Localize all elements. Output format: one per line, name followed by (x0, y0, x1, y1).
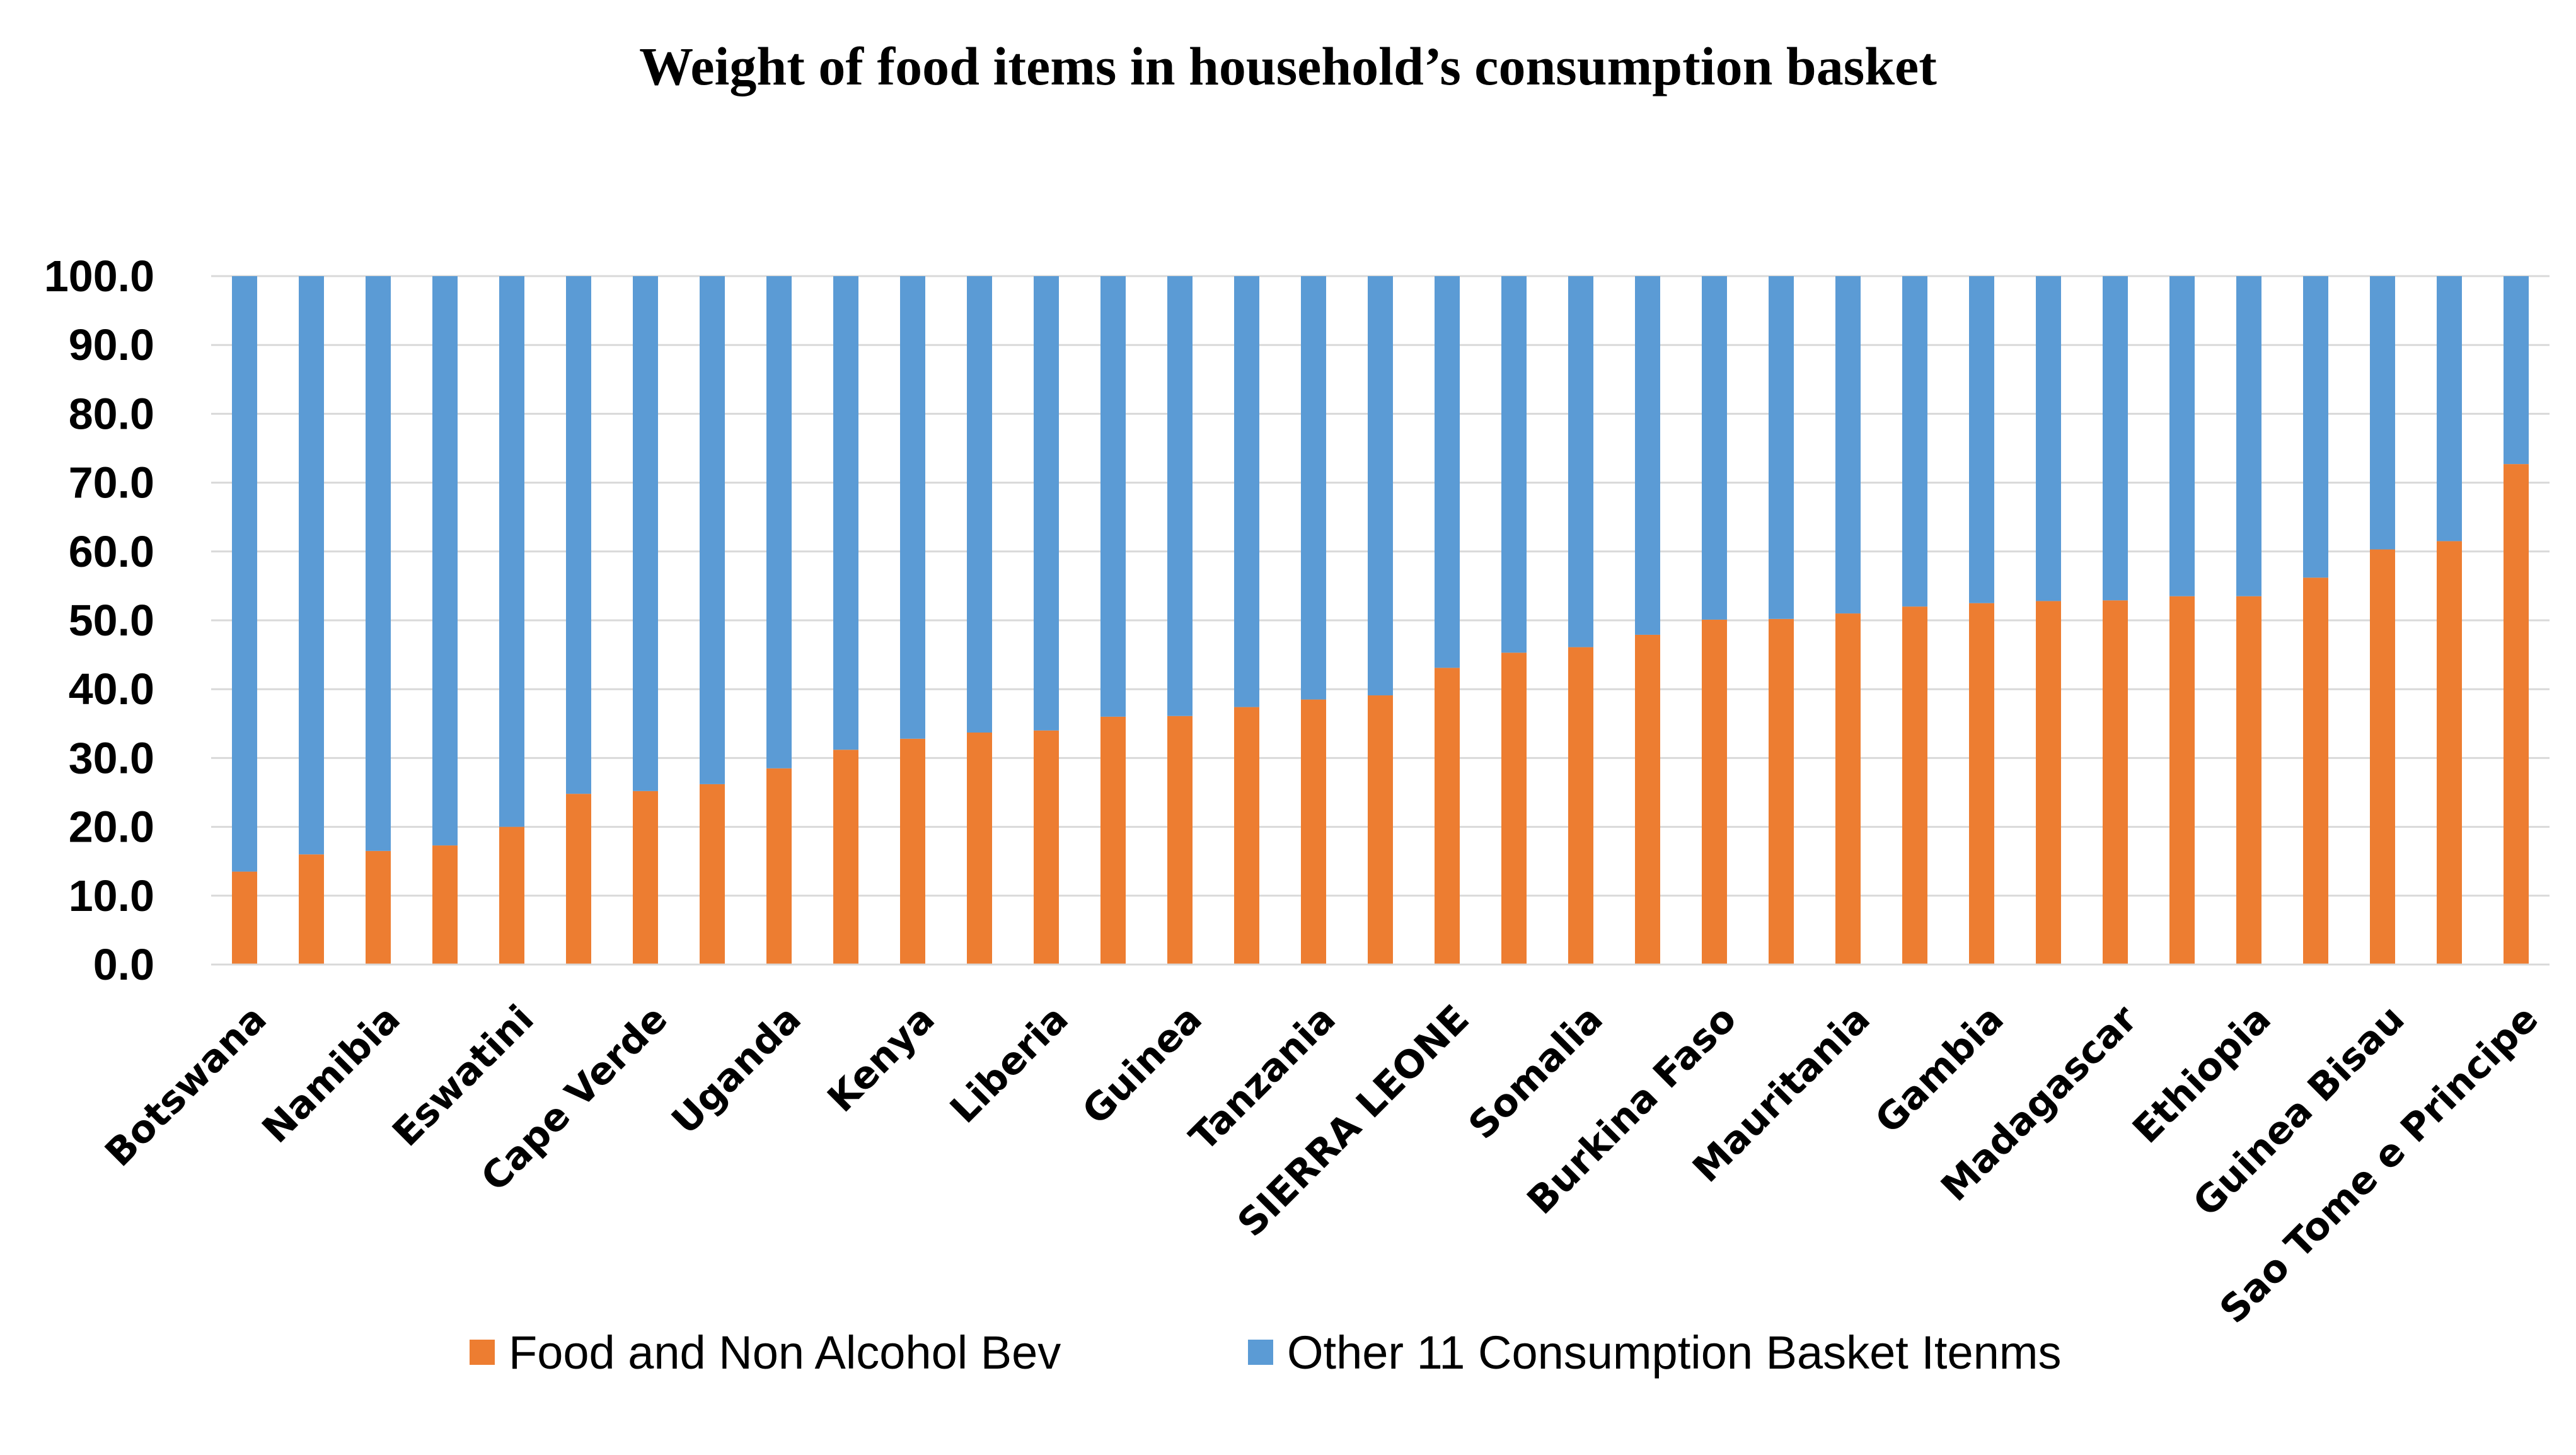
y-tick-label: 20.0 (69, 803, 154, 852)
x-tick-label: Botswana (96, 997, 275, 1175)
bar-food (499, 826, 524, 965)
bar-other (1435, 276, 1460, 668)
legend-swatch-food (470, 1340, 495, 1365)
bar-other (1167, 276, 1193, 716)
bar-food (1501, 652, 1527, 965)
bar-food (2103, 600, 2128, 965)
bar-food (1100, 716, 1126, 965)
legend-swatch-other (1248, 1340, 1273, 1365)
bar-food (1769, 618, 1794, 965)
bar-other (1234, 276, 1259, 707)
y-tick-label: 100.0 (44, 252, 154, 301)
legend-item-food: Food and Non Alcohol Bev (470, 1324, 1061, 1381)
bar-other (2169, 276, 2195, 596)
bar-food (2303, 577, 2328, 965)
y-tick-label: 70.0 (69, 458, 154, 507)
bar-other (2103, 276, 2128, 601)
y-tick-label: 30.0 (69, 733, 154, 782)
bar-other (1702, 276, 1727, 620)
bar-food (232, 871, 257, 965)
bar-other (967, 276, 992, 733)
bar-food (1568, 647, 1593, 965)
bar-food (633, 791, 658, 965)
bar-food (2370, 549, 2395, 965)
y-tick-label: 90.0 (69, 320, 154, 369)
bar-food (1635, 634, 1660, 965)
x-tick-label: Guinea (1074, 997, 1211, 1133)
bar-food (299, 854, 324, 965)
bar-food (700, 784, 725, 965)
y-tick-label: 80.0 (69, 389, 154, 438)
bar-food (1167, 716, 1193, 965)
bar-food (2036, 601, 2061, 965)
bar-other (1301, 276, 1326, 700)
bar-food (2437, 541, 2462, 965)
y-tick-label: 10.0 (69, 871, 154, 920)
bar-other (232, 276, 257, 872)
bar-food (1368, 695, 1393, 965)
x-tick-label: Liberia (942, 997, 1077, 1132)
bar-food (1835, 613, 1861, 965)
bar-other (2504, 276, 2529, 465)
bar-other (633, 276, 658, 791)
bar-food (2504, 464, 2529, 965)
bar-food (967, 732, 992, 965)
x-tick-label: Kenya (819, 997, 944, 1121)
bar-other (1034, 276, 1059, 731)
legend-label-other: Other 11 Consumption Basket Itenms (1287, 1326, 2062, 1379)
legend-label-food: Food and Non Alcohol Bev (509, 1326, 1061, 1379)
bar-food (833, 750, 858, 965)
bar-other (2370, 276, 2395, 550)
bar-other (2036, 276, 2061, 601)
bar-food (766, 768, 792, 965)
legend: Food and Non Alcohol Bev Other 11 Consum… (0, 1324, 2576, 1381)
chart-title: Weight of food items in household’s cons… (639, 36, 1937, 96)
y-tick-label: 40.0 (69, 664, 154, 714)
bar-other (1368, 276, 1393, 696)
bar-other (900, 276, 925, 739)
bar-other (1769, 276, 1794, 619)
bar-other (499, 276, 524, 827)
bar-food (1969, 603, 1994, 965)
bar-other (700, 276, 725, 784)
bar-other (2236, 276, 2261, 596)
y-tick-label: 50.0 (69, 596, 154, 645)
bar-other (432, 276, 458, 846)
bar-food (366, 850, 391, 965)
bar-food (1234, 707, 1259, 965)
bar-food (1301, 699, 1326, 965)
bar-food (1034, 730, 1059, 965)
bar-food (566, 794, 591, 965)
y-tick-label: 0.0 (93, 940, 154, 989)
x-tick-label: Uganda (663, 997, 809, 1143)
legend-item-other: Other 11 Consumption Basket Itenms (1248, 1324, 2061, 1381)
bar-food (1435, 668, 1460, 965)
bar-food (1902, 606, 1927, 965)
bar-other (1568, 276, 1593, 647)
y-tick-label: 60.0 (69, 527, 154, 576)
bar-food (900, 738, 925, 965)
bar-other (1902, 276, 1927, 607)
bar-other (766, 276, 792, 768)
bar-food (2169, 596, 2195, 965)
bar-food (1702, 619, 1727, 965)
bar-other (1835, 276, 1861, 614)
bar-other (1969, 276, 1994, 603)
x-tick-label: SIERRA LEONE (1229, 997, 1477, 1245)
bar-other (1501, 276, 1527, 653)
bar-other (299, 276, 324, 855)
bar-other (833, 276, 858, 750)
bar-food (432, 845, 458, 965)
bar-other (1635, 276, 1660, 635)
bar-other (2437, 276, 2462, 542)
bar-other (2303, 276, 2328, 578)
bar-other (566, 276, 591, 794)
bar-food (2236, 596, 2261, 965)
x-tick-label: Namibia (254, 997, 409, 1152)
bar-other (1100, 276, 1126, 717)
bar-other (366, 276, 391, 851)
